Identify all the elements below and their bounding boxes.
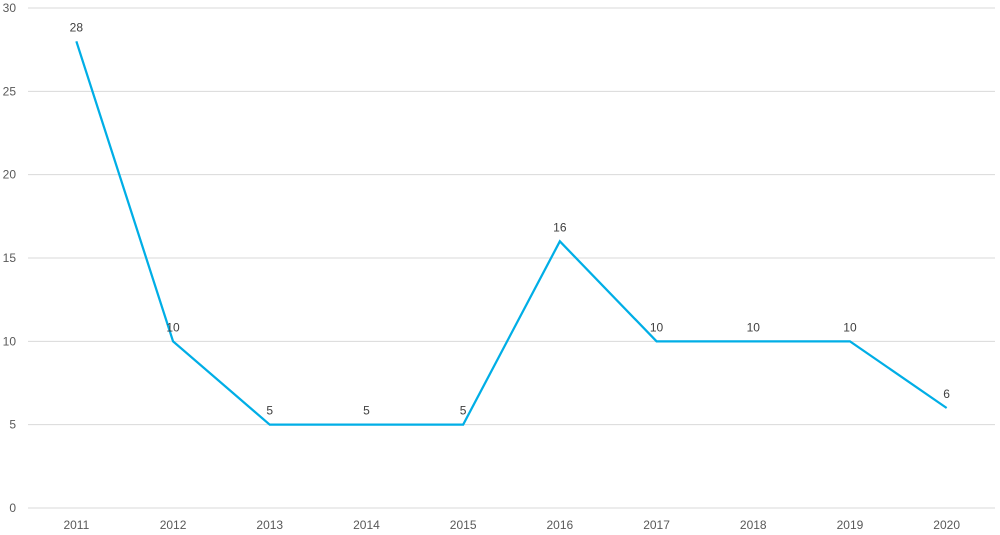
x-tick-label: 2011 <box>63 518 89 532</box>
y-tick-label: 0 <box>9 501 16 515</box>
data-label: 5 <box>460 404 467 418</box>
y-tick-label: 15 <box>3 251 17 265</box>
series-lines <box>75 40 948 426</box>
data-label: 28 <box>70 20 84 34</box>
x-tick-label: 2019 <box>837 518 864 532</box>
y-tick-label: 25 <box>3 84 17 98</box>
y-tick-label: 20 <box>3 168 17 182</box>
x-tick-label: 2017 <box>643 518 670 532</box>
y-axis-ticks: 0 5 10 15 20 25 30 <box>3 1 17 515</box>
data-labels: 28 10 5 5 5 16 10 10 10 6 <box>70 20 951 417</box>
data-label: 16 <box>553 220 567 234</box>
data-label: 10 <box>650 320 664 334</box>
data-label: 10 <box>747 320 761 334</box>
series-line <box>75 40 948 426</box>
x-tick-label: 2020 <box>933 518 960 532</box>
gridlines <box>28 7 995 509</box>
data-label: 5 <box>266 404 273 418</box>
data-label: 10 <box>166 320 180 334</box>
x-tick-label: 2015 <box>450 518 477 532</box>
x-axis-ticks: 2011 2012 2013 2014 2015 2016 2017 2018 2019 2020 <box>63 518 960 532</box>
data-label: 6 <box>943 387 950 401</box>
y-tick-label: 30 <box>3 1 17 15</box>
y-tick-label: 10 <box>3 334 17 348</box>
x-tick-label: 2016 <box>546 518 573 532</box>
x-tick-label: 2014 <box>353 518 380 532</box>
data-label: 5 <box>363 404 370 418</box>
x-tick-label: 2018 <box>740 518 767 532</box>
data-label: 10 <box>843 320 857 334</box>
y-tick-label: 5 <box>9 418 16 432</box>
x-tick-label: 2012 <box>160 518 187 532</box>
x-tick-label: 2013 <box>256 518 283 532</box>
